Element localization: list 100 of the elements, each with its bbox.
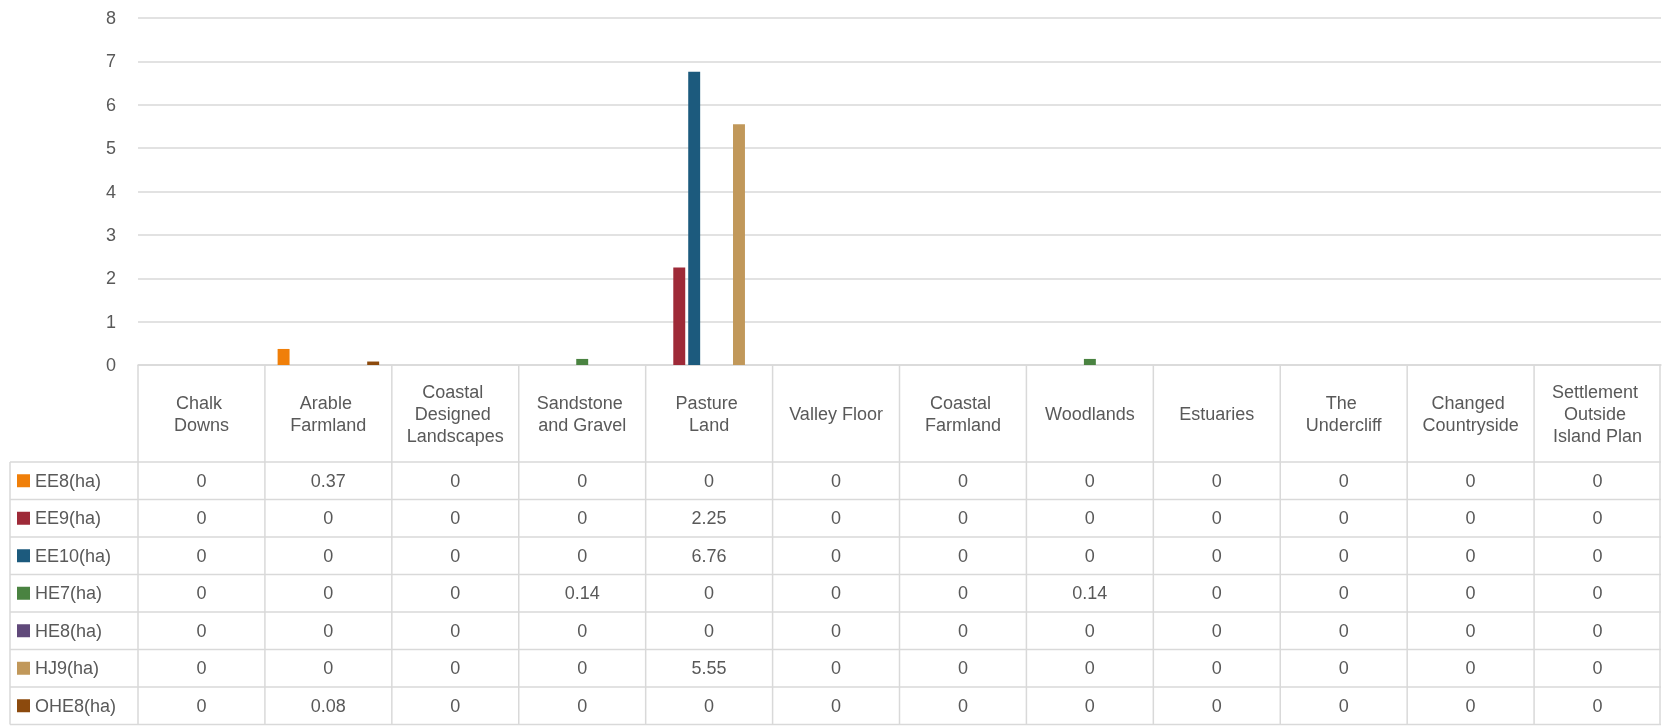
data-label: 0 bbox=[577, 508, 588, 529]
data-label: 0 bbox=[1338, 470, 1349, 491]
y-tick-label: 5 bbox=[105, 138, 116, 159]
data-label: 0 bbox=[1465, 470, 1476, 491]
y-tick-label: 0 bbox=[105, 355, 116, 375]
legend-label: HJ9(ha) bbox=[35, 658, 100, 679]
legend-label: HE7(ha) bbox=[35, 583, 103, 604]
data-label: 0 bbox=[957, 470, 968, 491]
data-label: 0 bbox=[1211, 545, 1222, 566]
x-tick-label: Pasture Land bbox=[675, 392, 743, 435]
legend-label: EE8(ha) bbox=[35, 470, 102, 491]
bar bbox=[277, 348, 290, 365]
data-label: 0 bbox=[1338, 620, 1349, 641]
data-label: 0 bbox=[450, 470, 461, 491]
data-label: 0 bbox=[957, 695, 968, 716]
data-label: 0 bbox=[1211, 583, 1222, 604]
data-label: 0 bbox=[450, 545, 461, 566]
data-label: 6.76 bbox=[691, 545, 727, 566]
data-label: 0 bbox=[450, 583, 461, 604]
x-tick-label: Woodlands bbox=[1045, 403, 1135, 424]
data-label: 0 bbox=[1592, 545, 1603, 566]
data-label: 0 bbox=[196, 620, 207, 641]
data-label: 0 bbox=[704, 583, 715, 604]
data-label: 0 bbox=[1338, 508, 1349, 529]
data-label: 0 bbox=[577, 620, 588, 641]
data-label: 0 bbox=[196, 658, 207, 679]
data-label: 5.55 bbox=[691, 658, 727, 679]
data-label: 0 bbox=[196, 695, 207, 716]
data-label: 0 bbox=[1211, 658, 1222, 679]
data-label: 0 bbox=[1084, 545, 1095, 566]
bar bbox=[1083, 358, 1096, 365]
data-label: 0 bbox=[1338, 545, 1349, 566]
data-label: 0 bbox=[196, 508, 207, 529]
data-label: 0 bbox=[704, 695, 715, 716]
data-label: 0 bbox=[323, 583, 334, 604]
x-tick-label: Valley Floor bbox=[789, 403, 883, 424]
data-label: 0 bbox=[1592, 620, 1603, 641]
data-label: 0 bbox=[1465, 583, 1476, 604]
x-tick-label: The Undercliff bbox=[1305, 392, 1383, 435]
data-label: 0 bbox=[831, 508, 842, 529]
data-label: 0 bbox=[831, 470, 842, 491]
data-label: 0 bbox=[1465, 658, 1476, 679]
y-tick-label: 7 bbox=[105, 51, 116, 72]
data-label: 0 bbox=[1465, 620, 1476, 641]
data-label: 0.08 bbox=[310, 695, 346, 716]
data-label: 0 bbox=[577, 470, 588, 491]
data-label: 0 bbox=[1211, 695, 1222, 716]
y-tick-label: 2 bbox=[105, 268, 116, 289]
data-label: 0 bbox=[704, 620, 715, 641]
y-tick-label: 1 bbox=[105, 311, 116, 332]
data-label: 0 bbox=[1338, 695, 1349, 716]
data-label: 0 bbox=[323, 620, 334, 641]
y-tick-label: 3 bbox=[105, 224, 116, 245]
data-label: 0 bbox=[1465, 695, 1476, 716]
data-label: 0 bbox=[1338, 583, 1349, 604]
data-label: 0.37 bbox=[310, 470, 346, 491]
data-label: 0 bbox=[450, 508, 461, 529]
data-label: 0 bbox=[1465, 508, 1476, 529]
data-label: 2.25 bbox=[691, 508, 727, 529]
data-label: 0 bbox=[957, 620, 968, 641]
legend-label: HE8(ha) bbox=[35, 620, 103, 641]
data-label: 0 bbox=[1084, 695, 1095, 716]
legend-label: EE10(ha) bbox=[35, 545, 112, 566]
data-label: 0 bbox=[1592, 470, 1603, 491]
data-label: 0 bbox=[1084, 658, 1095, 679]
data-label: 0 bbox=[196, 470, 207, 491]
data-label: 0 bbox=[957, 545, 968, 566]
data-label: 0 bbox=[196, 545, 207, 566]
y-tick-label: 8 bbox=[105, 8, 116, 28]
data-label: 0 bbox=[323, 508, 334, 529]
bar bbox=[673, 267, 686, 365]
bar bbox=[733, 124, 745, 365]
x-tick-label: Estuaries bbox=[1179, 403, 1255, 424]
data-label: 0 bbox=[1592, 658, 1603, 679]
x-tick-label: Sandstone and Gravel bbox=[536, 392, 628, 435]
data-label: 0 bbox=[1338, 658, 1349, 679]
data-label: 0 bbox=[1211, 470, 1222, 491]
x-tick-label: Settlement Outside Island Plan bbox=[1552, 381, 1644, 446]
data-label: 0 bbox=[1084, 470, 1095, 491]
data-label: 0 bbox=[1211, 508, 1222, 529]
data-label: 0.14 bbox=[1072, 583, 1108, 604]
x-tick-label: Coastal Farmland bbox=[924, 392, 1001, 435]
x-tick-label: Chalk Downs bbox=[173, 392, 229, 435]
data-label: 0 bbox=[1211, 620, 1222, 641]
bar bbox=[688, 71, 701, 365]
data-label: 0 bbox=[450, 620, 461, 641]
data-label: 0 bbox=[450, 658, 461, 679]
data-label: 0 bbox=[831, 695, 842, 716]
data-label: 0 bbox=[577, 658, 588, 679]
legend-label: OHE8(ha) bbox=[35, 695, 117, 716]
data-label: 0 bbox=[1592, 583, 1603, 604]
data-label: 0 bbox=[1592, 508, 1603, 529]
data-label: 0 bbox=[957, 583, 968, 604]
x-tick-label: Changed Countryside bbox=[1422, 392, 1519, 435]
data-label: 0 bbox=[577, 545, 588, 566]
bar bbox=[576, 358, 589, 365]
legend-label: EE9(ha) bbox=[35, 508, 102, 529]
data-label: 0 bbox=[957, 508, 968, 529]
data-label: 0 bbox=[1084, 508, 1095, 529]
data-label: 0 bbox=[1592, 695, 1603, 716]
